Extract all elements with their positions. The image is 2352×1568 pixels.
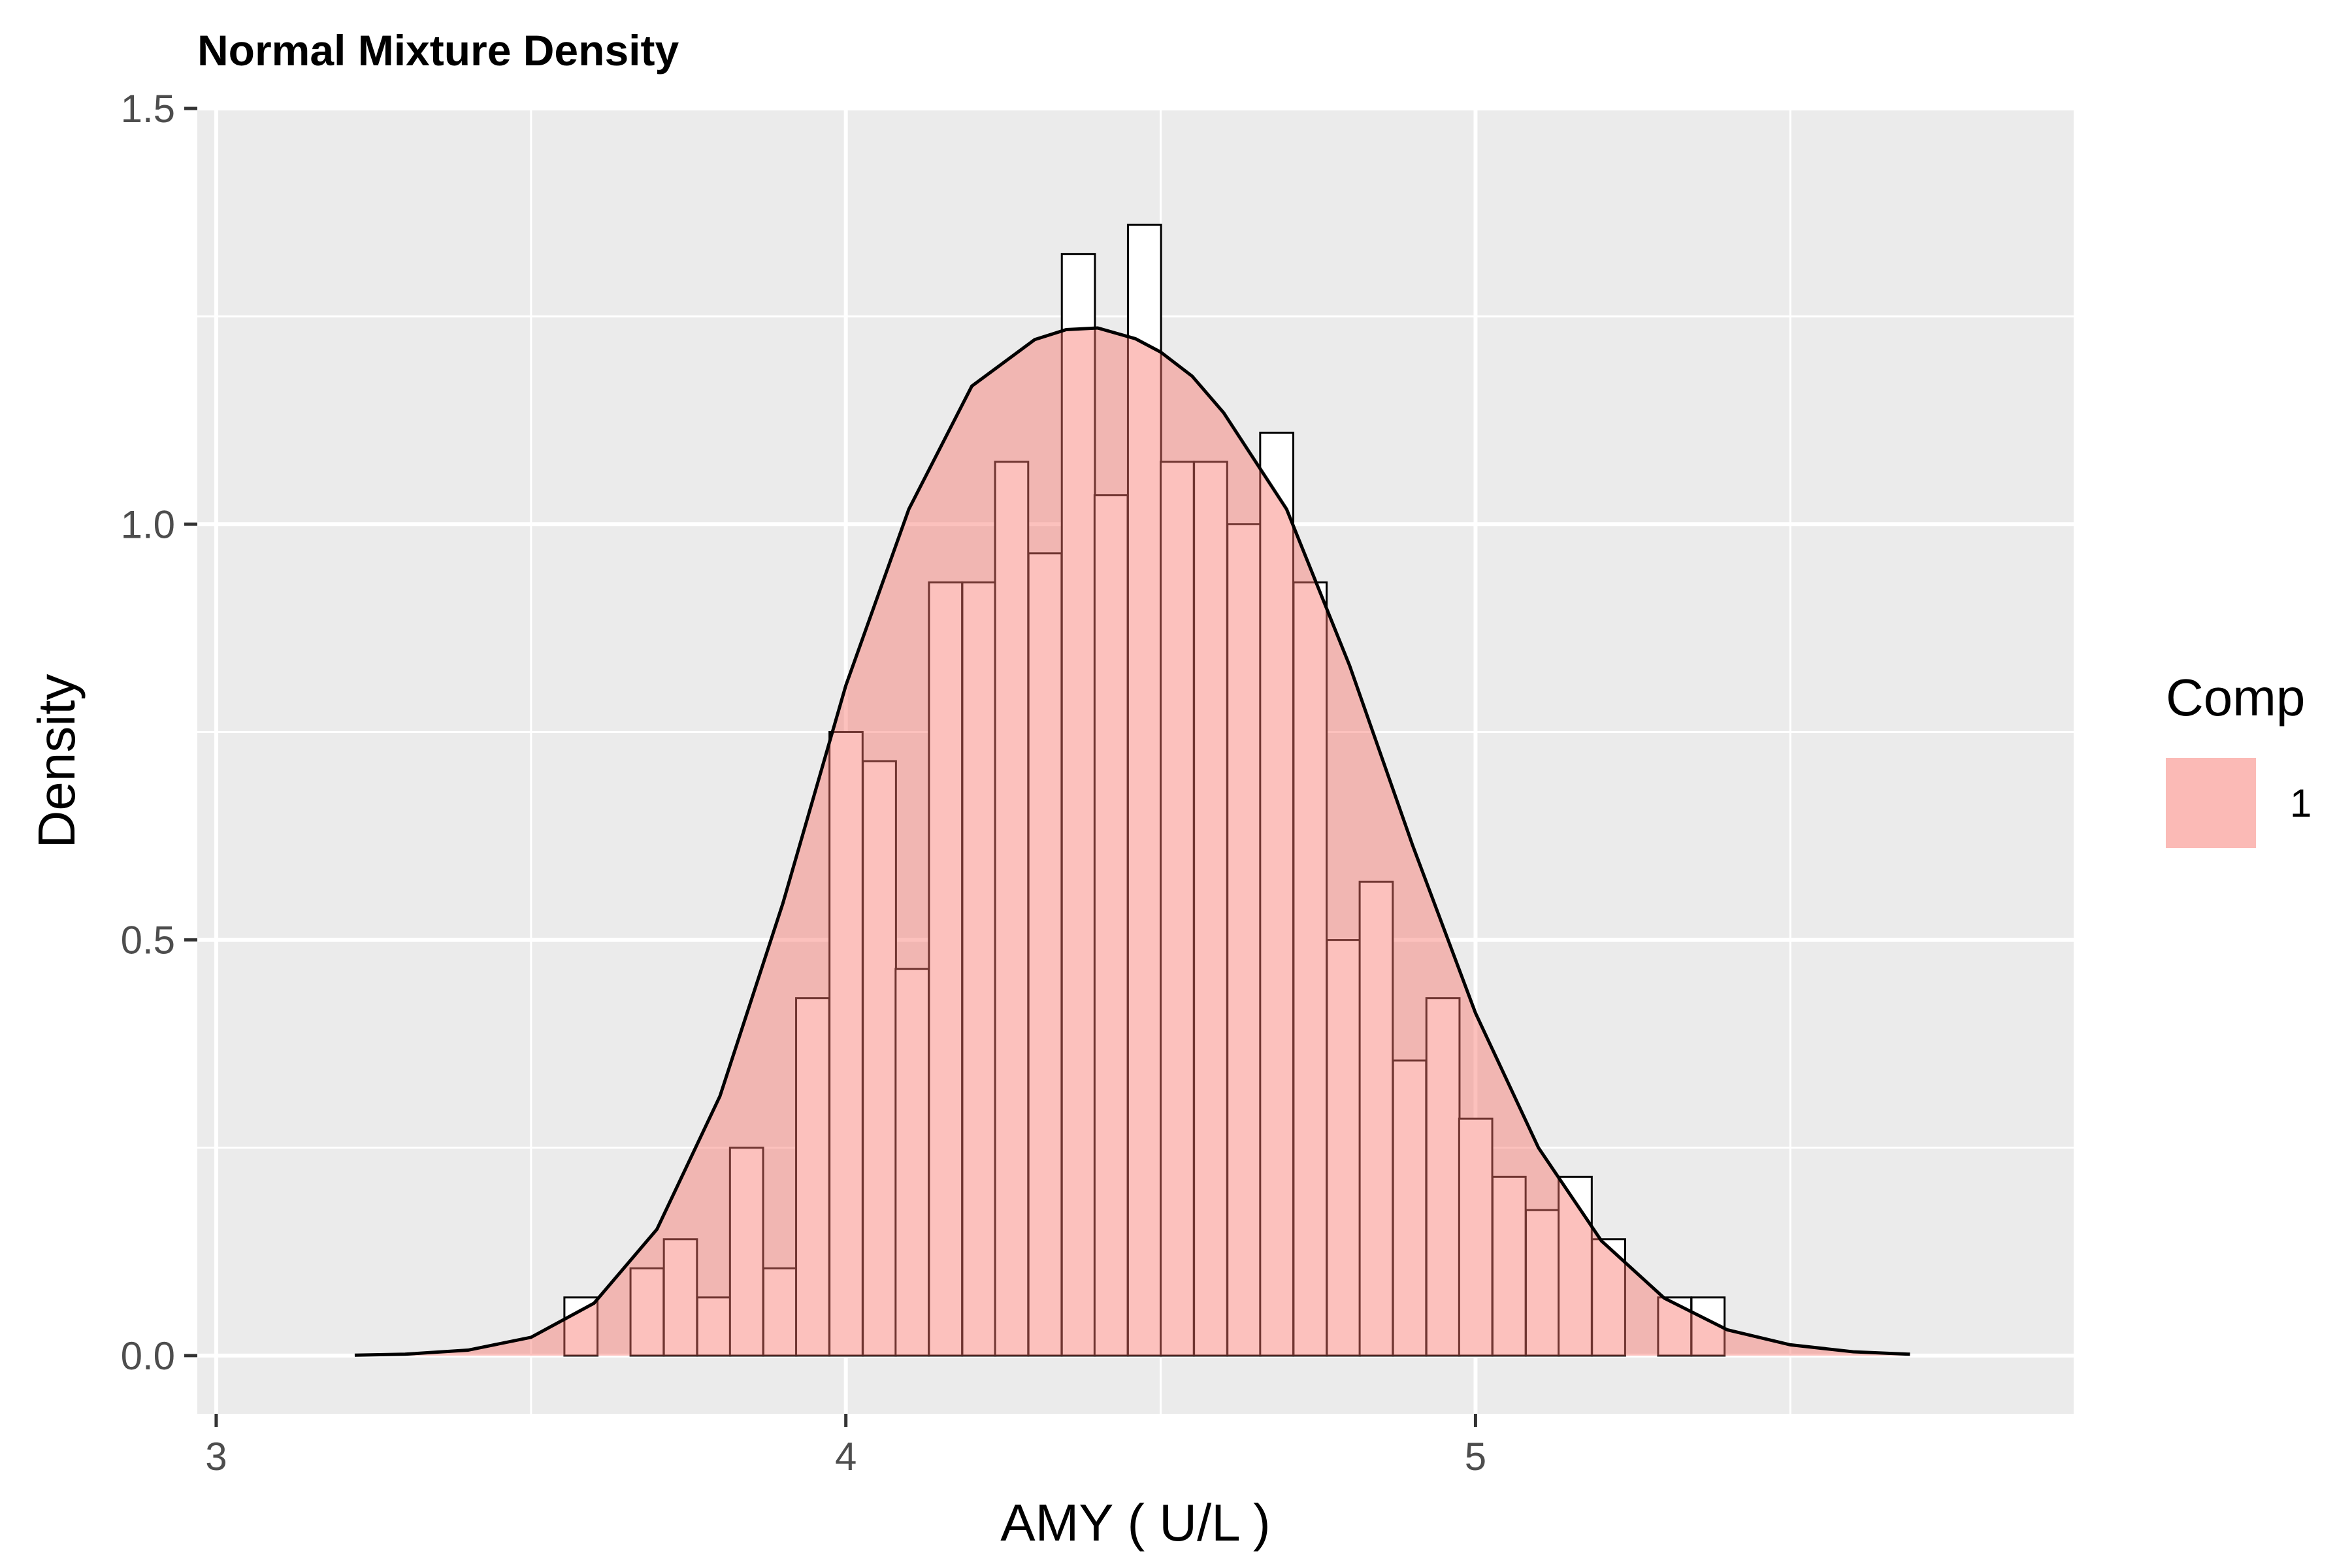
legend-title: Comp	[2166, 668, 2305, 727]
histogram-bar	[1226, 523, 1262, 1357]
histogram-bar	[862, 760, 897, 1357]
histogram-bar	[1093, 494, 1129, 1357]
histogram-bar	[961, 581, 997, 1357]
histogram-bar	[1193, 461, 1228, 1357]
y-tick-label: 0.0	[121, 1334, 175, 1378]
histogram-bar	[1027, 552, 1063, 1357]
histogram-bar	[894, 968, 930, 1357]
y-axis-title: Density	[27, 674, 86, 849]
histogram-bar	[1292, 581, 1328, 1357]
histogram-bar	[795, 997, 830, 1357]
histogram-bar	[1690, 1296, 1726, 1357]
histogram-bar	[1491, 1175, 1527, 1357]
y-tick-label: 1.5	[121, 87, 175, 131]
histogram-bar	[928, 581, 964, 1357]
axes: 0.0 0.5 1.0 1.5 3 4 5	[121, 87, 1487, 1478]
histogram-bar	[1259, 431, 1295, 1357]
density-curve	[354, 326, 1910, 1357]
histogram-bar	[1425, 997, 1461, 1357]
histogram-bar	[1558, 1175, 1593, 1357]
histogram-bar	[1060, 253, 1096, 1357]
chart-title: Normal Mixture Density	[197, 26, 679, 74]
y-tick-label: 0.5	[121, 919, 175, 962]
x-tick-label: 4	[835, 1435, 857, 1478]
density-line-comp-1	[354, 326, 1910, 1357]
histogram-bar	[662, 1238, 698, 1357]
x-axis-title: AMY ( U/L )	[1000, 1494, 1270, 1552]
histogram-bar	[828, 730, 864, 1357]
legend: Comp 1	[2166, 668, 2311, 848]
histogram-bar	[728, 1147, 764, 1357]
x-tick-label: 5	[1465, 1435, 1486, 1478]
x-tick-label: 3	[205, 1435, 227, 1478]
histogram-bar	[1458, 1117, 1494, 1357]
histogram-bar	[1326, 939, 1362, 1357]
histogram-bar	[994, 461, 1030, 1357]
histogram-bars	[563, 223, 1726, 1357]
legend-label-1: 1	[2290, 781, 2311, 825]
histogram-bar	[629, 1267, 665, 1357]
histogram-bar	[563, 1296, 599, 1357]
legend-key-1	[2166, 758, 2256, 848]
y-tick-label: 1.0	[121, 502, 175, 546]
density-area-comp-1	[354, 327, 1910, 1356]
histogram-bar	[1160, 461, 1195, 1357]
